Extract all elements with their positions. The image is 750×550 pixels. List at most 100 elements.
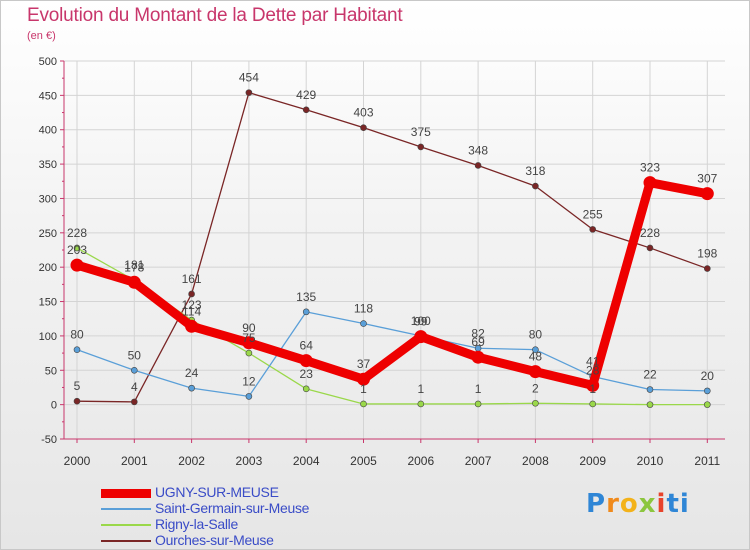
data-point [357,372,370,386]
logo-letter: r [606,489,620,519]
data-point [73,397,81,405]
data-label: 161 [182,272,202,286]
data-label: 41 [586,354,600,368]
data-point [360,400,367,408]
y-tick-label: 300 [39,193,57,205]
data-label: 135 [296,290,316,304]
data-label: 403 [353,106,373,120]
logo-letter: i [656,489,667,519]
data-point [188,384,195,392]
y-tick-label: 150 [39,297,57,309]
data-label: 228 [67,226,87,240]
data-label: 12 [242,374,256,388]
data-label: 1 [589,382,596,396]
proxiti-logo: Proxiti [586,489,690,519]
legend-label: UGNY-SUR-MEUSE [155,484,279,500]
data-label: 80 [70,328,84,342]
data-point [417,143,425,151]
x-tick-label: 2009 [579,454,606,468]
y-tick-label: 400 [39,125,57,137]
data-point [703,401,711,408]
data-point [646,401,654,408]
data-label: 1 [360,382,367,396]
data-point [646,244,654,252]
data-label: 114 [182,304,201,318]
data-point [586,378,600,392]
data-point [73,346,81,353]
logo-letter: o [619,489,639,519]
logo-letter: ti [666,489,690,519]
y-tick-label: 500 [39,56,57,68]
data-point [242,336,256,350]
data-label: 82 [471,326,485,340]
data-point [700,187,714,201]
data-point [532,182,539,190]
y-tick-label: 100 [39,331,57,343]
y-tick-label: -50 [41,434,57,446]
data-label: 24 [185,366,199,380]
data-label: 123 [182,298,202,312]
data-point [299,354,313,368]
data-label: 99 [414,315,428,329]
data-label: 37 [357,357,371,371]
data-label: 323 [640,161,660,175]
y-tick-label: 450 [39,90,57,102]
data-point [589,400,597,408]
data-point [474,162,482,169]
x-tick-label: 2003 [236,454,263,468]
data-label: 454 [239,71,259,85]
data-label: 100 [411,314,431,328]
data-point [414,330,428,344]
data-label: 2 [532,381,539,395]
data-point [245,349,253,357]
data-label: 48 [529,350,543,364]
data-label: 348 [468,143,488,157]
chart-subtitle: (en €) [27,30,56,42]
data-label: 69 [471,335,485,349]
x-tick-label: 2006 [407,454,434,468]
x-tick-label: 2008 [522,454,549,468]
chart-title: Evolution du Montant de la Dette par Hab… [27,5,403,26]
data-label: 1 [417,382,424,396]
legend-swatch [101,540,151,542]
data-label: 203 [67,243,87,257]
series-line-saint-germain-sur-meuse [76,311,708,398]
data-point [70,258,84,272]
legend-swatch [101,524,151,526]
data-point [131,366,138,374]
y-tick-label: 200 [39,262,57,274]
data-label: 118 [354,302,373,316]
legend-swatch [101,508,151,510]
data-label: 5 [74,379,81,393]
data-label: 75 [242,331,256,345]
data-point [185,319,199,333]
data-point [302,106,310,114]
data-label: 23 [300,367,314,381]
data-point [532,399,539,407]
data-point [528,365,542,379]
data-label: 198 [697,247,717,261]
x-tick-label: 2000 [64,454,91,468]
data-label: 4 [131,380,138,394]
data-point [188,290,195,298]
data-label: 50 [128,348,142,362]
data-label: 181 [124,258,144,272]
series-line-ourches-sur-meuse [76,91,708,403]
data-point [245,393,253,400]
y-tick-label: 0 [51,400,57,412]
data-label: 28 [586,363,600,377]
y-tick-label: 250 [39,228,57,240]
x-tick-label: 2007 [465,454,492,468]
x-tick-label: 2011 [694,454,720,468]
data-point [73,244,81,252]
data-point [131,398,138,406]
data-point [703,387,711,395]
data-point [471,350,485,364]
data-point [417,400,425,408]
data-label: 20 [701,369,715,383]
data-label: 228 [640,226,660,240]
data-point [532,346,539,353]
logo-letter: x [638,489,657,519]
series-line-ugny-sur-meuse [72,178,712,390]
